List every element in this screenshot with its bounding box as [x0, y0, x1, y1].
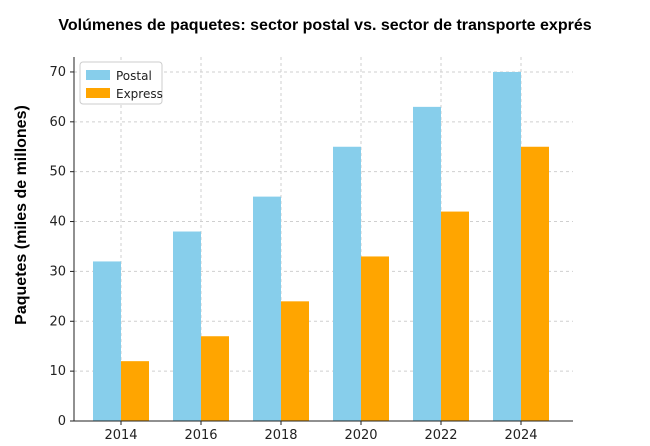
y-tick-label: 20 — [49, 314, 66, 329]
x-tick-label: 2018 — [264, 428, 297, 443]
bar-express-2020 — [361, 256, 389, 421]
y-tick-label: 70 — [49, 65, 66, 80]
legend-label-express: Express — [116, 87, 163, 101]
bars — [93, 71, 549, 422]
bar-express-2022 — [441, 211, 469, 421]
bar-express-2014 — [121, 361, 149, 421]
x-tick-label: 2024 — [504, 428, 537, 443]
bar-postal-2022 — [413, 106, 441, 422]
legend-swatch-postal — [86, 70, 110, 80]
y-tick-label: 10 — [49, 364, 66, 379]
x-tick-label: 2016 — [184, 428, 217, 443]
legend: Postal Express — [79, 61, 163, 105]
bar-express-2018 — [281, 301, 309, 421]
x-tick-label: 2022 — [424, 428, 457, 443]
axes: 0 10 20 30 40 50 60 70 2014 2016 2018 2020 2022 2024 — [49, 57, 573, 443]
bar-express-2016 — [201, 336, 229, 421]
bar-postal-2014 — [93, 261, 121, 421]
y-axis-label: Paquetes (miles de millones) — [13, 105, 30, 325]
x-tick-label: 2020 — [344, 428, 377, 443]
y-tick-label: 60 — [49, 115, 66, 130]
y-tick-label: 0 — [58, 414, 66, 429]
bar-postal-2018 — [253, 196, 281, 421]
bar-express-2024 — [521, 146, 549, 421]
legend-swatch-express — [86, 88, 110, 98]
bar-postal-2020 — [333, 146, 361, 421]
y-tick-label: 30 — [49, 264, 66, 279]
bar-postal-2024 — [493, 71, 521, 422]
legend-label-postal: Postal — [116, 69, 152, 83]
y-tick-label: 50 — [49, 165, 66, 180]
chart-title: Volúmenes de paquetes: sector postal vs.… — [58, 17, 591, 34]
y-tick-label: 40 — [49, 215, 66, 230]
bar-postal-2016 — [173, 231, 201, 421]
x-tick-label: 2014 — [104, 428, 137, 443]
